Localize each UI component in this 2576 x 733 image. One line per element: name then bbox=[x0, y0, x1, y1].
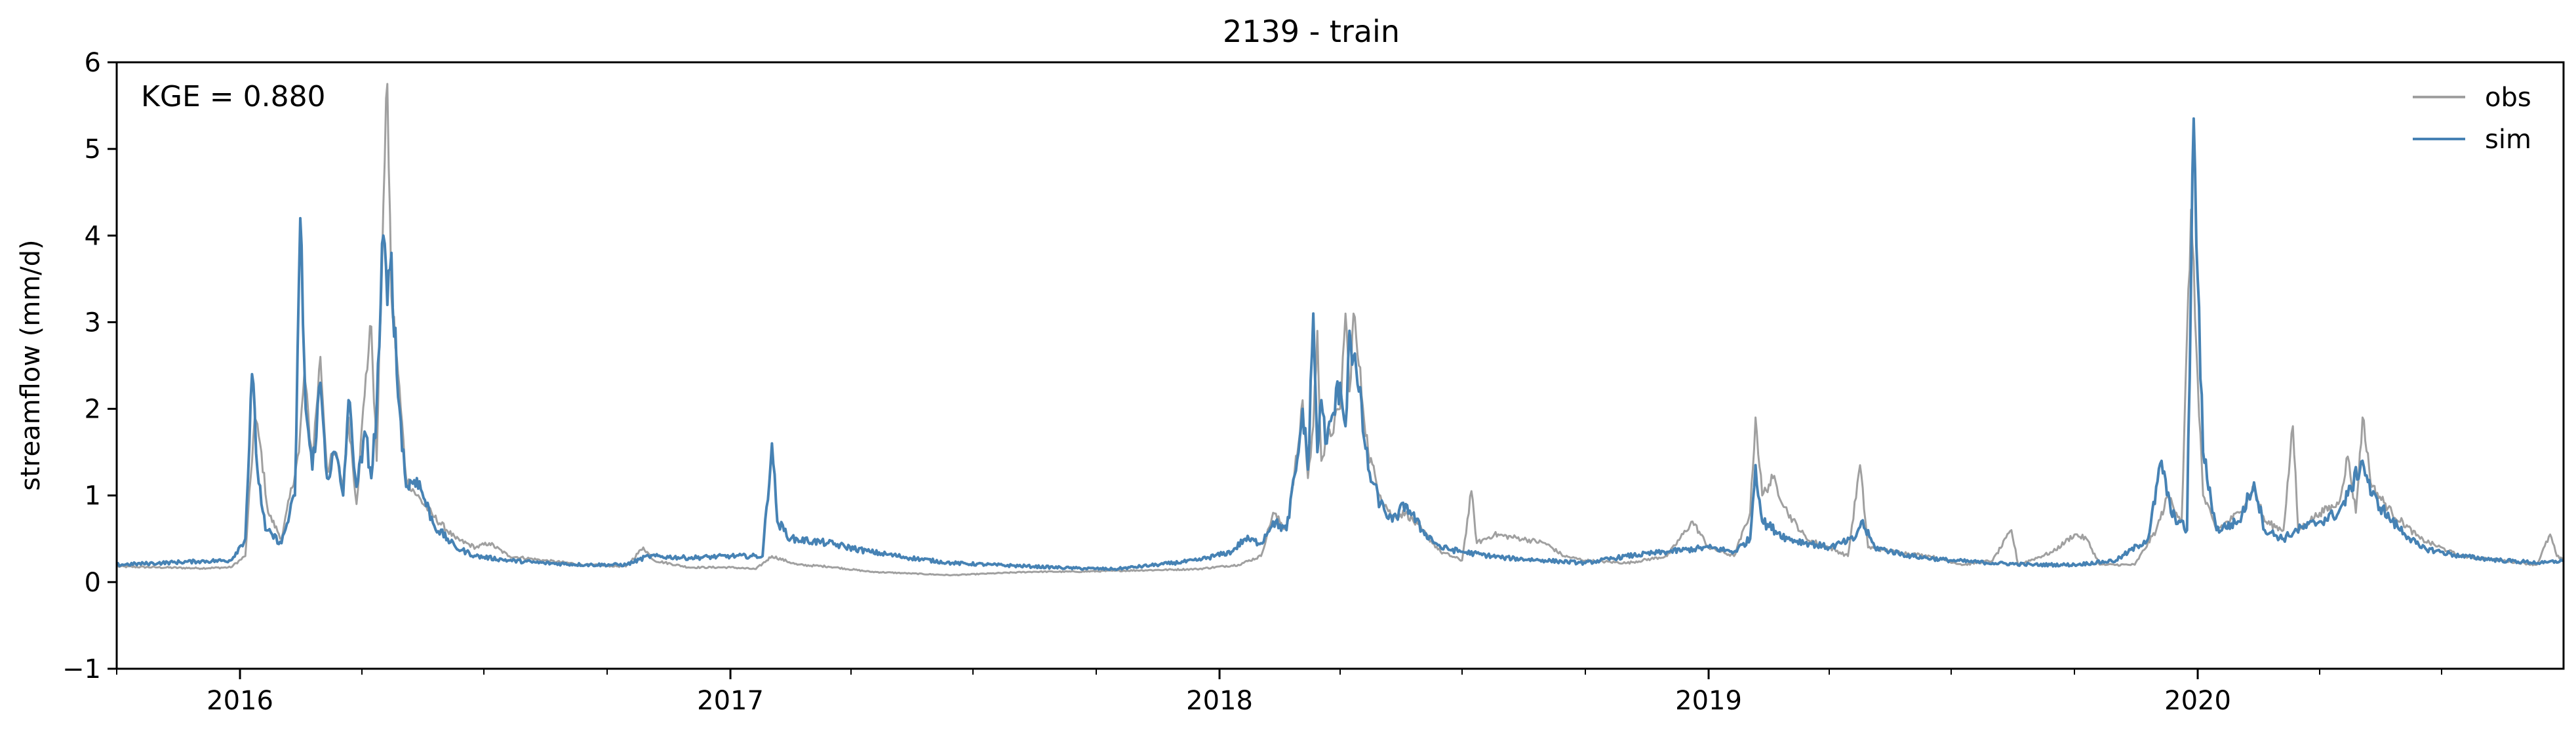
x-axis: 2016 2017 2018 2019 2020 bbox=[116, 669, 2443, 716]
y-axis: −1 0 1 2 3 4 5 6 bbox=[62, 48, 117, 684]
y-tick-label: 3 bbox=[85, 307, 101, 338]
series-line-sim bbox=[117, 117, 2564, 572]
legend-label-sim: sim bbox=[2485, 125, 2531, 155]
series-layer bbox=[117, 83, 2564, 577]
y-tick-label: −1 bbox=[62, 654, 101, 684]
x-tick-label: 2019 bbox=[1675, 686, 1742, 716]
y-tick-label: 6 bbox=[85, 48, 101, 78]
x-tick-label: 2017 bbox=[697, 686, 764, 716]
kge-annotation: KGE = 0.880 bbox=[141, 80, 326, 113]
series-line-obs bbox=[117, 83, 2564, 577]
plot-area bbox=[117, 83, 2564, 577]
chart-title: 2139 - train bbox=[1223, 14, 1400, 49]
y-tick-label: 5 bbox=[85, 134, 101, 165]
y-axis-label: streamflow (mm/d) bbox=[16, 239, 46, 490]
x-tick-label: 2016 bbox=[207, 686, 273, 716]
y-tick-label: 4 bbox=[85, 221, 101, 251]
legend: obs sim bbox=[2413, 83, 2531, 155]
x-tick-label: 2020 bbox=[2164, 686, 2231, 716]
x-tick-label: 2018 bbox=[1186, 686, 1253, 716]
legend-label-obs: obs bbox=[2485, 83, 2531, 113]
y-tick-label: 0 bbox=[85, 568, 101, 598]
y-tick-label: 2 bbox=[85, 395, 101, 425]
y-tick-label: 1 bbox=[85, 481, 101, 511]
